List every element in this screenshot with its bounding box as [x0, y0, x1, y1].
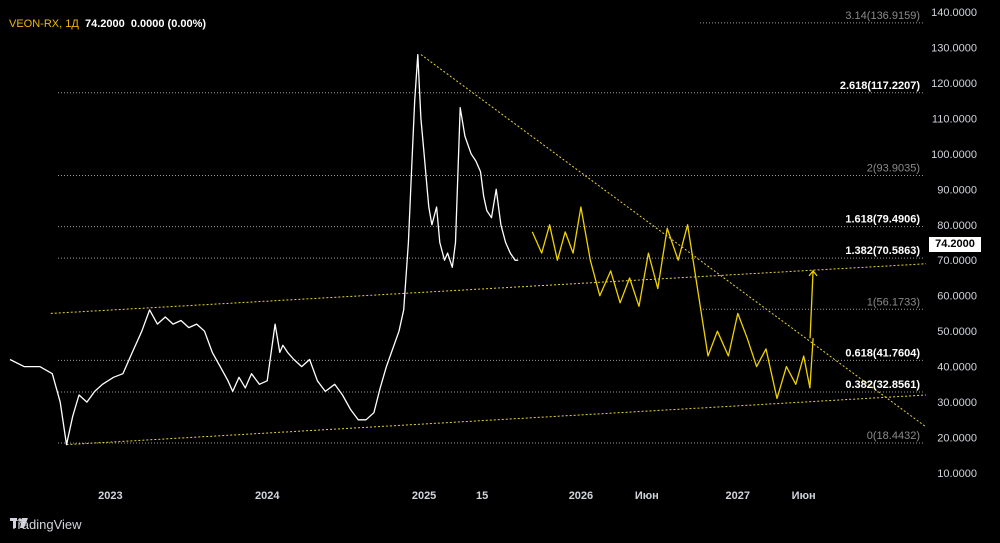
y-tick-label: 100.0000: [931, 149, 977, 161]
trend-lines: [50, 54, 927, 446]
tradingview-logo-icon: [10, 518, 28, 528]
symbol-legend: VEON-RX, 1Д 74.2000 0.0000 (0.00%): [9, 18, 207, 30]
x-tick-label: Июн: [792, 490, 816, 502]
fib-label: 1.618(79.4906): [845, 214, 920, 226]
symbol-name[interactable]: VEON-RX: [9, 18, 60, 30]
x-tick-label: 2023: [98, 490, 122, 502]
brand-name: TradingView: [10, 517, 82, 532]
arrow-shaft: [809, 270, 814, 339]
fib-label: 0.618(41.7604): [845, 347, 920, 359]
y-tick-label: 50.0000: [937, 326, 977, 338]
y-tick-label: 20.0000: [937, 433, 977, 445]
price-history-line: [9, 53, 519, 446]
y-tick-label: 30.0000: [937, 397, 977, 409]
last-price: 74.2000: [84, 18, 125, 30]
arrow-marker: [808, 269, 818, 339]
arrow-head: [808, 269, 818, 277]
last-price-label: 74.2000: [929, 237, 981, 252]
fib-label: 1(56.1733): [867, 296, 920, 308]
price-change: 0.0000 (0.00%): [130, 18, 207, 30]
trendline-descending: [420, 54, 927, 428]
x-tick-label: 2024: [255, 490, 280, 502]
y-tick-label: 120.0000: [931, 78, 977, 90]
y-tick-label: 130.0000: [931, 42, 977, 54]
y-tick-label: 60.0000: [937, 291, 977, 303]
brand-logo[interactable]: TradingView: [10, 517, 82, 532]
fib-lines: [58, 22, 924, 444]
time-axis: 2023 2024 2025 15 2026 Июн 2027 Июн: [98, 490, 815, 502]
x-tick-label: 2025: [412, 490, 436, 502]
trendline-lower: [66, 394, 927, 446]
y-tick-label: 110.0000: [932, 113, 977, 125]
price-projection-line: [531, 206, 814, 400]
x-tick-label: 15: [476, 490, 488, 502]
y-tick-label: 90.0000: [937, 184, 977, 196]
fib-label: 2(93.9035): [867, 162, 920, 174]
y-tick-label: 10.0000: [937, 468, 977, 480]
trendline-upper: [50, 263, 927, 314]
price-axis: 10.0000 20.0000 30.0000 40.0000 50.0000 60.00…: [931, 7, 977, 480]
y-tick-label: 80.0000: [937, 220, 977, 232]
x-tick-label: 2026: [569, 490, 593, 502]
x-tick-label: Июн: [635, 490, 659, 502]
fib-label: 0(18.4432): [867, 430, 920, 442]
y-tick-label: 40.0000: [937, 362, 977, 374]
fib-label: 3.14(136.9159): [845, 10, 920, 22]
x-tick-label: 2027: [726, 490, 750, 502]
series-lines: [9, 53, 814, 446]
fib-label: 0.382(32.8561): [845, 379, 920, 391]
fib-label: 1.382(70.5863): [845, 245, 920, 257]
fib-label: 2.618(117.2207): [840, 80, 920, 92]
y-tick-label: 140.0000: [931, 7, 977, 19]
fib-labels: 3.14(136.9159) 2.618(117.2207) 2(93.9035) 1…: [840, 10, 920, 442]
y-tick-label: 70.0000: [937, 255, 977, 267]
interval[interactable]: 1Д: [65, 18, 79, 30]
